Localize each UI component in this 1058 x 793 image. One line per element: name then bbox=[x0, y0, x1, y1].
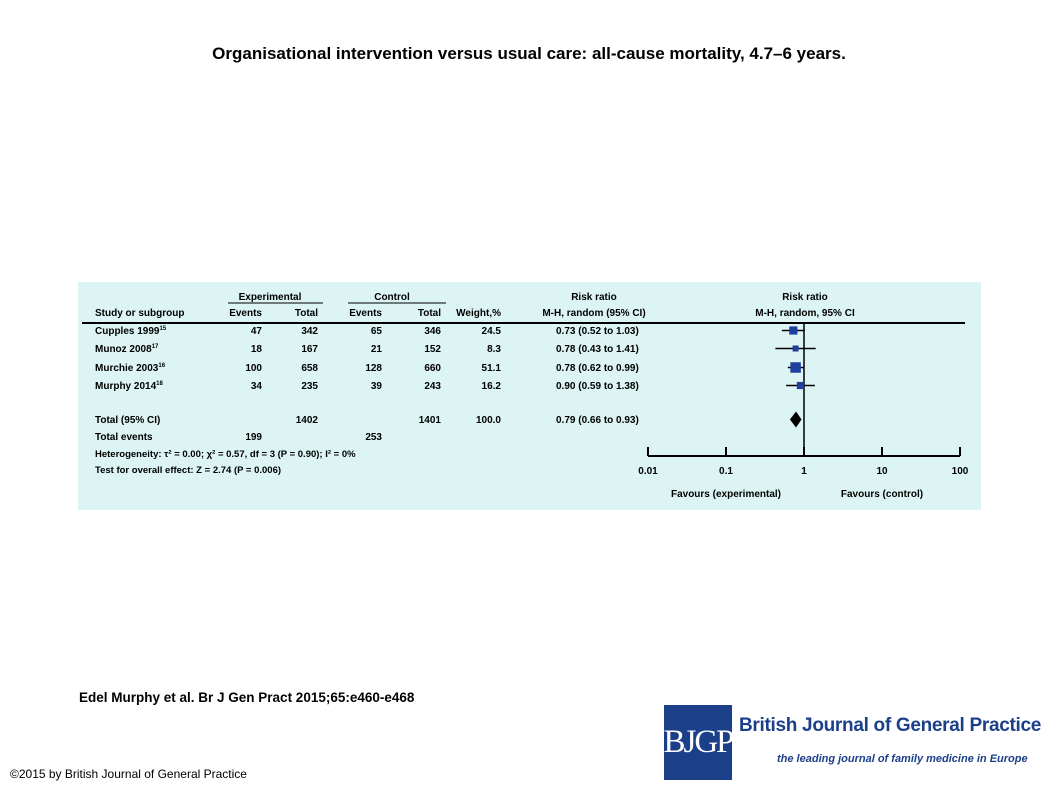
study-weight: 16.2 bbox=[482, 381, 502, 392]
study-name-text: Murchie 2003 bbox=[95, 363, 159, 374]
study-ref: 17 bbox=[152, 344, 159, 350]
total-label: Total (95% CI) bbox=[95, 415, 160, 426]
exp-total: 342 bbox=[301, 326, 318, 337]
total-events-label: Total events bbox=[95, 432, 153, 443]
study-name-text: Murphy 2014 bbox=[95, 381, 157, 392]
exp-events: 47 bbox=[251, 326, 263, 337]
total-weight: 100.0 bbox=[476, 415, 501, 426]
total-exp-total: 1402 bbox=[296, 415, 319, 426]
forest-plot-figure: Experimental Control Risk ratio Risk ratio S… bbox=[78, 282, 981, 510]
ctl-events: 21 bbox=[371, 344, 383, 355]
header-plot-risk-ratio: Risk ratio bbox=[782, 292, 828, 303]
study-name-text: Cupples 1999 bbox=[95, 326, 160, 337]
ctl-total: 660 bbox=[424, 363, 441, 374]
forest-plot: Experimental Control Risk ratio Risk ratio S… bbox=[82, 292, 969, 500]
heterogeneity-text: Heterogeneity: τ² = 0.00; χ² = 0.57, df … bbox=[95, 449, 356, 460]
study-name: Murphy 201418 bbox=[95, 381, 163, 392]
study-point-estimate bbox=[790, 362, 801, 373]
page-title: Organisational intervention versus usual… bbox=[212, 44, 846, 63]
header-exp-total: Total bbox=[295, 308, 318, 319]
header-effect-sub: M-H, random (95% CI) bbox=[542, 308, 645, 319]
study-name-text: Munoz 2008 bbox=[95, 344, 152, 355]
ctl-total: 152 bbox=[424, 344, 441, 355]
ctl-total: 243 bbox=[424, 381, 441, 392]
x-axis-tick-label: 0.01 bbox=[638, 466, 658, 477]
study-weight: 51.1 bbox=[482, 363, 502, 374]
exp-events: 18 bbox=[251, 344, 263, 355]
x-axis-tick-label: 1 bbox=[801, 466, 807, 477]
study-ref: 15 bbox=[159, 326, 166, 332]
journal-name: British Journal of General Practice bbox=[739, 715, 1042, 736]
exp-total: 167 bbox=[301, 344, 318, 355]
exp-events: 34 bbox=[251, 381, 263, 392]
header-control: Control bbox=[374, 292, 410, 303]
ctl-events: 39 bbox=[371, 381, 383, 392]
journal-tagline: the leading journal of family medicine i… bbox=[777, 753, 1028, 765]
exp-total: 235 bbox=[301, 381, 318, 392]
study-ref: 16 bbox=[158, 363, 165, 369]
study-name: Cupples 199915 bbox=[95, 326, 167, 337]
exp-events: 100 bbox=[245, 363, 262, 374]
favours-control-label: Favours (control) bbox=[841, 489, 923, 500]
study-weight: 8.3 bbox=[487, 344, 501, 355]
study-ci: 0.73 (0.52 to 1.03) bbox=[556, 326, 639, 337]
study-ci: 0.78 (0.43 to 1.41) bbox=[556, 344, 639, 355]
x-axis-tick-label: 100 bbox=[952, 466, 969, 477]
header-risk-ratio: Risk ratio bbox=[571, 292, 617, 303]
citation: Edel Murphy et al. Br J Gen Pract 2015;6… bbox=[79, 690, 415, 705]
x-axis-tick-label: 0.1 bbox=[719, 466, 733, 477]
study-ci: 0.78 (0.62 to 0.99) bbox=[556, 363, 639, 374]
study-ci: 0.90 (0.59 to 1.38) bbox=[556, 381, 639, 392]
total-exp-events: 199 bbox=[245, 432, 262, 443]
total-ctl-events: 253 bbox=[365, 432, 382, 443]
study-weight: 24.5 bbox=[482, 326, 502, 337]
study-point-estimate bbox=[796, 381, 805, 390]
exp-total: 658 bbox=[301, 363, 318, 374]
x-axis-tick-label: 10 bbox=[876, 466, 888, 477]
header-experimental: Experimental bbox=[239, 292, 302, 303]
favours-experimental-label: Favours (experimental) bbox=[671, 489, 781, 500]
study-name: Munoz 200817 bbox=[95, 344, 159, 355]
pooled-estimate-diamond bbox=[789, 411, 802, 428]
header-ctl-events: Events bbox=[349, 308, 382, 319]
total-ctl-total: 1401 bbox=[419, 415, 442, 426]
header-ctl-total: Total bbox=[418, 308, 441, 319]
study-point-estimate bbox=[792, 345, 799, 352]
ctl-total: 346 bbox=[424, 326, 441, 337]
ctl-events: 65 bbox=[371, 326, 383, 337]
header-exp-events: Events bbox=[229, 308, 262, 319]
ctl-events: 128 bbox=[365, 363, 382, 374]
study-point-estimate bbox=[789, 326, 798, 335]
header-study: Study or subgroup bbox=[95, 308, 184, 319]
study-ref: 18 bbox=[156, 381, 163, 387]
header-plot-sub: M-H, random, 95% CI bbox=[755, 308, 855, 319]
study-name: Murchie 200316 bbox=[95, 363, 166, 374]
total-ci: 0.79 (0.66 to 0.93) bbox=[556, 415, 639, 426]
overall-effect-text: Test for overall effect: Z = 2.74 (P = 0… bbox=[95, 465, 281, 476]
header-weight: Weight,% bbox=[456, 308, 501, 319]
bjgp-logo: BJGP bbox=[663, 705, 735, 780]
copyright: ©2015 by British Journal of General Prac… bbox=[10, 767, 247, 781]
